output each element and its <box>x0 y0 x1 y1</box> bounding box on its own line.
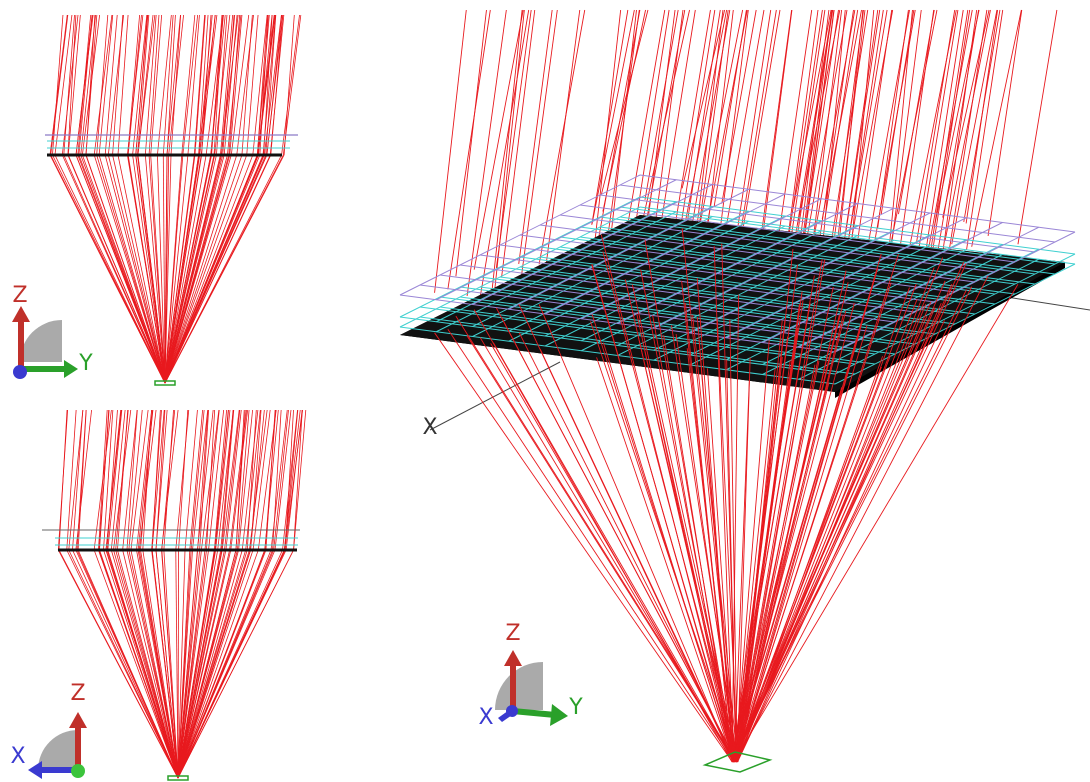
axis-label: X <box>478 705 493 730</box>
ray <box>200 15 217 155</box>
ray <box>98 410 107 550</box>
ray <box>108 410 122 550</box>
ray <box>67 410 76 550</box>
ray <box>206 15 223 155</box>
ray-layer <box>42 10 1090 780</box>
triad-disc <box>38 730 78 770</box>
ray <box>183 15 198 155</box>
axis-triad: Z Y <box>12 283 93 379</box>
origin-dot <box>506 705 518 717</box>
z-arrow-head <box>504 650 522 666</box>
ray <box>165 155 247 383</box>
ray <box>165 155 237 383</box>
axis-label: Z <box>505 621 520 646</box>
z-arrow <box>75 724 81 770</box>
ray <box>467 10 506 296</box>
ray <box>592 10 634 224</box>
axis-label: Y <box>568 695 583 720</box>
ray <box>191 410 204 550</box>
ray <box>435 10 467 293</box>
ray <box>1018 10 1057 244</box>
y-arrow-head <box>64 360 78 378</box>
ray <box>799 10 831 264</box>
ray <box>78 410 86 550</box>
axis-triad: Z X <box>10 681 87 779</box>
axis-line <box>1000 296 1090 310</box>
ray <box>165 155 212 383</box>
ray <box>128 155 165 383</box>
axis-label: Y <box>78 351 93 376</box>
ray <box>941 10 976 263</box>
ray <box>188 15 200 155</box>
ray <box>182 15 195 155</box>
ray <box>178 550 236 778</box>
ray <box>81 15 96 155</box>
ray <box>972 10 1022 247</box>
ray <box>178 550 284 778</box>
y-arrow <box>22 366 66 372</box>
page: Z Y Z X Z Y X X (() => { const <box>0 0 1090 782</box>
ray <box>848 10 887 242</box>
ray <box>988 10 1022 236</box>
ray <box>891 10 937 242</box>
ray <box>178 550 231 778</box>
ray <box>69 410 83 550</box>
z-arrow-head <box>69 712 87 728</box>
ray <box>165 155 206 383</box>
ray <box>81 155 165 383</box>
ray <box>198 410 208 550</box>
axis-label: Z <box>12 283 27 308</box>
ray <box>846 10 893 271</box>
ray <box>118 15 128 155</box>
z-arrow <box>18 318 24 366</box>
z-arrow-head <box>12 306 30 322</box>
z-arrow <box>510 662 516 708</box>
axis-line-label: X <box>422 415 437 440</box>
ray <box>448 10 490 289</box>
ray <box>51 155 165 383</box>
x-arrow-head <box>28 761 42 779</box>
ray <box>247 15 258 155</box>
y-dot <box>71 764 85 778</box>
ray <box>282 15 300 155</box>
ray <box>645 10 678 200</box>
ray-trace-scene: Z Y Z X Z Y X X <box>0 0 1090 782</box>
ray <box>97 155 165 383</box>
ray <box>127 550 178 778</box>
ray <box>165 155 231 383</box>
y-arrow-head <box>550 704 568 726</box>
triad-disc <box>20 320 62 362</box>
ray <box>625 10 665 239</box>
ray <box>878 10 909 228</box>
ray <box>931 10 970 262</box>
ray <box>237 15 254 155</box>
ray <box>734 355 890 762</box>
ray <box>123 410 137 550</box>
ray <box>100 410 109 550</box>
ray <box>223 15 234 155</box>
x-dot <box>13 365 27 379</box>
axis-label: Z <box>70 681 85 706</box>
ray <box>448 329 734 762</box>
ray <box>78 550 178 778</box>
axis-triad: Z Y X <box>478 621 583 730</box>
ray <box>62 155 165 383</box>
axis-label: X <box>10 744 25 769</box>
ray <box>58 410 67 550</box>
triad-disc <box>495 662 543 710</box>
ray <box>283 15 301 155</box>
ray <box>178 550 179 778</box>
ray <box>105 15 117 155</box>
ray <box>601 10 648 195</box>
ray <box>456 10 487 276</box>
